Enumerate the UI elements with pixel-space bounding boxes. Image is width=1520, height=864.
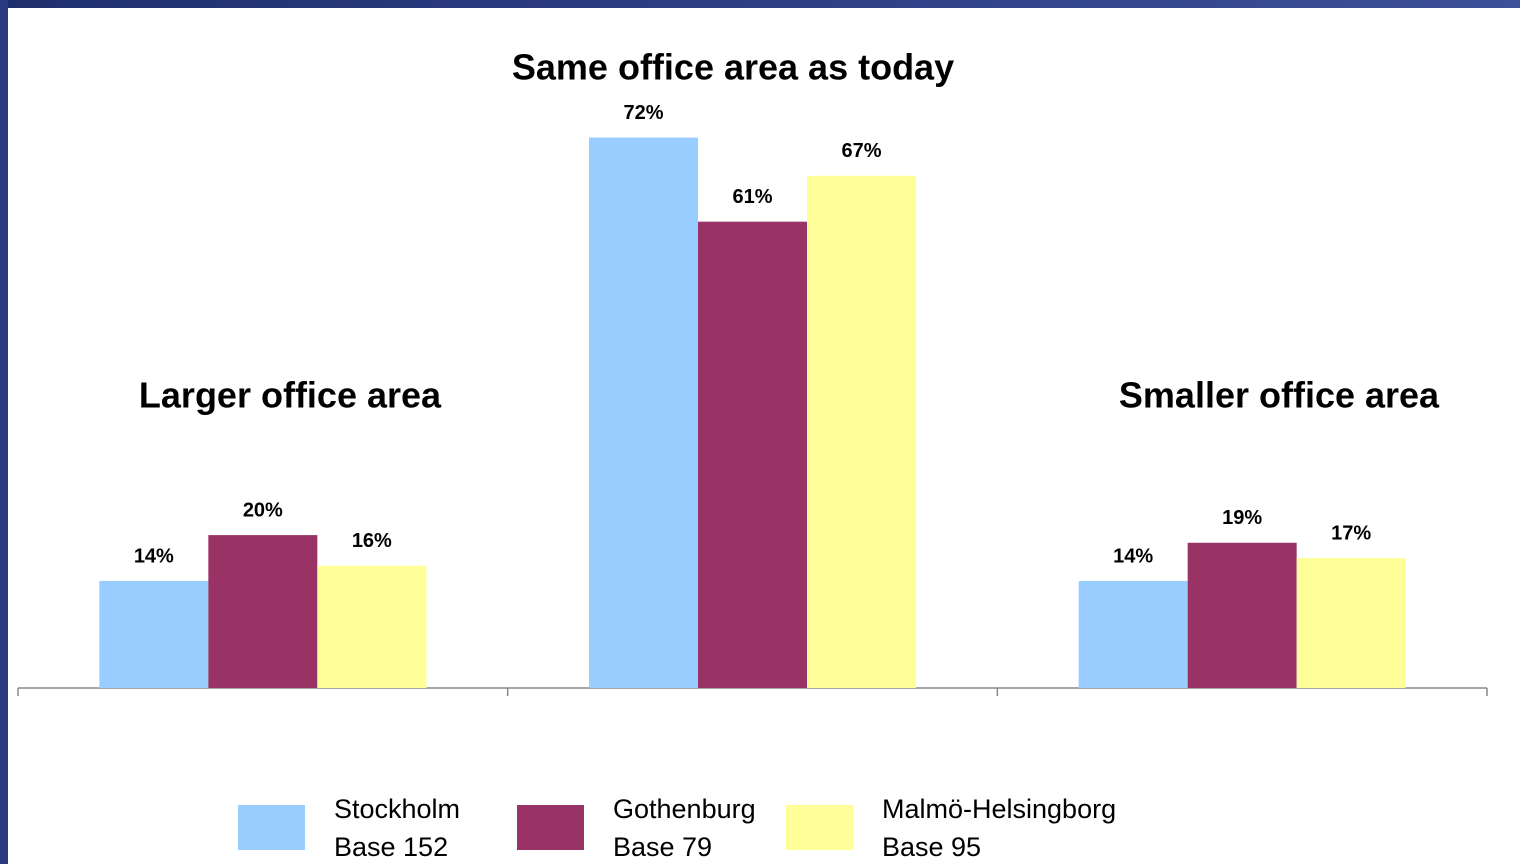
value-label: 14% xyxy=(134,545,174,567)
bar xyxy=(589,137,698,689)
bar xyxy=(1078,580,1188,688)
legend-base: Base 95 xyxy=(882,832,981,862)
value-label: 61% xyxy=(732,186,772,208)
bar xyxy=(698,221,807,688)
legend-label: Malmö-Helsingborg xyxy=(882,794,1116,824)
value-label: 72% xyxy=(623,102,663,124)
legend-base: Base 79 xyxy=(613,832,712,862)
legend-label: Gothenburg xyxy=(613,794,756,824)
bar xyxy=(99,580,209,688)
bar xyxy=(1187,542,1297,688)
legend-swatch xyxy=(517,805,584,850)
value-label: 67% xyxy=(841,140,881,162)
bar xyxy=(208,535,318,688)
bar xyxy=(807,175,916,689)
value-label: 19% xyxy=(1222,507,1262,529)
bar xyxy=(317,565,427,688)
category-label: Same office area as today xyxy=(512,47,954,88)
left-band xyxy=(0,0,8,864)
legend-base: Base 152 xyxy=(334,832,448,862)
legend-label: Stockholm xyxy=(334,794,460,824)
top-band xyxy=(0,0,1520,8)
value-label: 14% xyxy=(1113,545,1153,567)
value-label: 20% xyxy=(243,499,283,521)
category-label: Smaller office area xyxy=(1119,375,1440,416)
value-label: 17% xyxy=(1331,522,1371,544)
legend-swatch xyxy=(238,805,305,850)
legend-swatch xyxy=(786,805,853,850)
category-label: Larger office area xyxy=(139,375,442,416)
bar xyxy=(1296,558,1406,688)
value-label: 16% xyxy=(352,530,392,552)
